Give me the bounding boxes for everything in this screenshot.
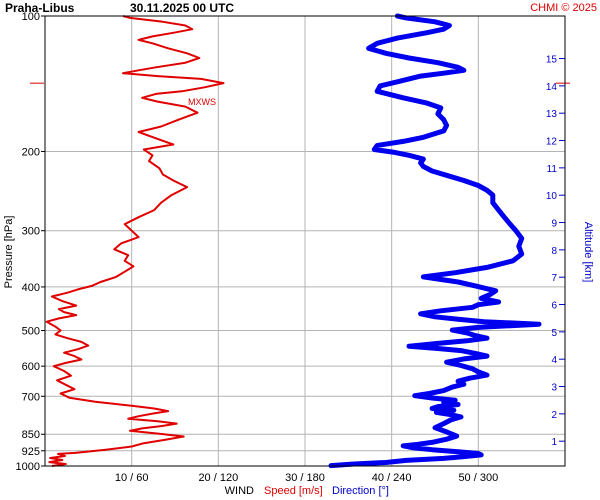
- altitude-tick-label: 15: [546, 55, 558, 66]
- plot-frame: [44, 15, 566, 467]
- x-tick-label: 40 / 240: [372, 472, 412, 484]
- altitude-axis-label: Altitude [km]: [582, 222, 594, 283]
- wind-label: WIND: [225, 485, 254, 497]
- pressure-tick-label: 700: [22, 391, 40, 403]
- speed-layer: [45, 15, 225, 467]
- frame-layer: [30, 15, 570, 467]
- altitude-tick-label: 14: [546, 82, 558, 93]
- chart-title-station: Praha-Libus: [5, 1, 75, 15]
- altitude-tick-label: 4: [551, 355, 557, 366]
- x-tick-label: 30 / 180: [285, 472, 325, 484]
- altitude-tick-label: 9: [551, 219, 557, 230]
- direction-layer: [328, 13, 542, 469]
- pressure-tick-label: 500: [22, 326, 40, 338]
- pressure-axis-label: Pressure [hPa]: [3, 216, 15, 289]
- altitude-tick-label: 13: [546, 109, 558, 120]
- label-layer: Praha-Libus 30.11.2025 00 UTC CHMI © 202…: [3, 1, 597, 497]
- altitude-tick-label: 3: [551, 383, 557, 394]
- altitude-tick-label: 8: [551, 246, 557, 257]
- grid-layer: [45, 15, 565, 467]
- pressure-tick-label: 1000: [16, 461, 40, 473]
- altitude-tick-label: 10: [546, 191, 558, 202]
- altitude-tick-label: 5: [551, 328, 557, 339]
- chart-title-datetime: 30.11.2025 00 UTC: [130, 1, 234, 15]
- altitude-tick-label: 7: [551, 273, 557, 284]
- pressure-tick-label: 400: [22, 282, 40, 294]
- direction-unit-label: Direction [°]: [332, 485, 389, 497]
- copyright-text: CHMI © 2025: [530, 2, 597, 14]
- x-tick-label: 20 / 120: [198, 472, 238, 484]
- pressure-tick-label: 300: [22, 226, 40, 238]
- pressure-tick-label: 925: [22, 446, 40, 458]
- mxws-annotation: MXWS: [188, 97, 216, 107]
- x-tick-label: 50 / 300: [458, 472, 498, 484]
- altitude-tick-label: 1: [551, 437, 557, 448]
- speed-series-line: [45, 15, 225, 467]
- pressure-tick-label: 200: [22, 146, 40, 158]
- pressure-tick-label: 850: [22, 429, 40, 441]
- altitude-tick-label: 11: [547, 164, 558, 175]
- direction-series-line: [328, 13, 542, 469]
- x-tick-label: 10 / 60: [115, 472, 149, 484]
- altitude-tick-label: 6: [551, 301, 557, 312]
- altitude-tick-label: 12: [546, 137, 558, 148]
- altitude-tick-label: 2: [551, 410, 557, 421]
- pressure-tick-label: 600: [22, 361, 40, 373]
- pressure-tick-label: 100: [22, 11, 40, 23]
- speed-unit-label: Speed [m/s]: [264, 485, 323, 497]
